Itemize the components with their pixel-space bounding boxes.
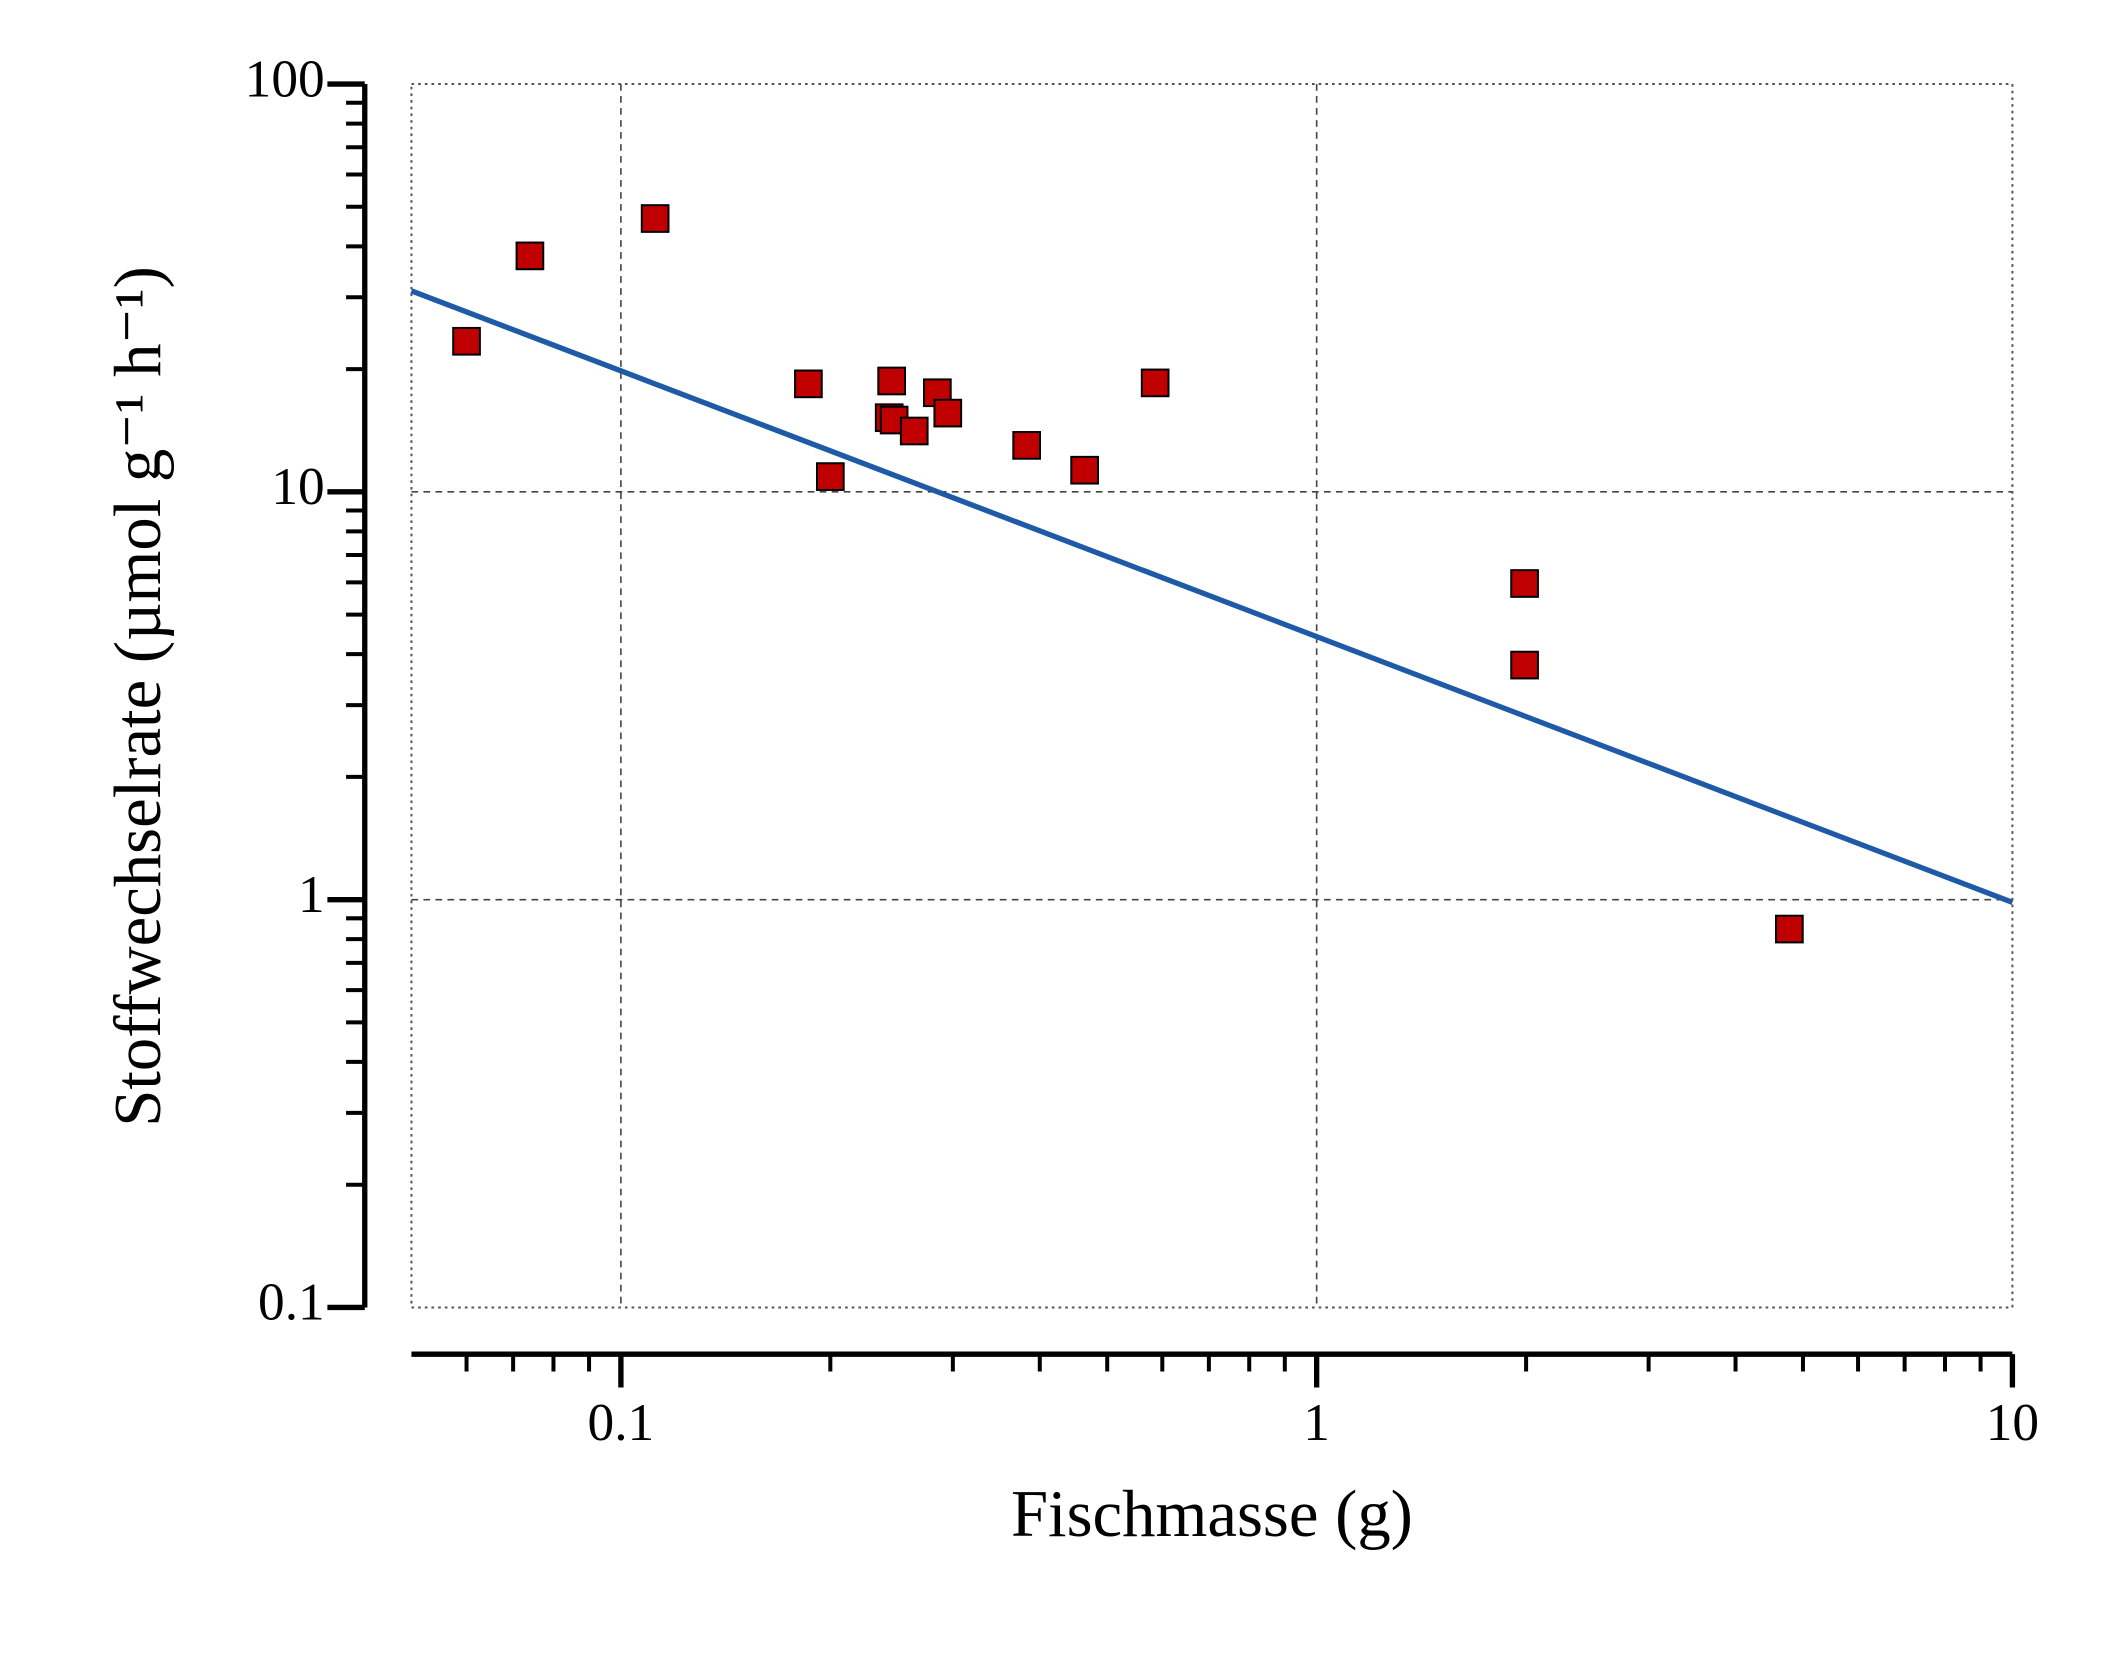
data-point (515, 241, 545, 271)
data-point (1510, 569, 1539, 598)
data-point (1775, 914, 1804, 944)
data-point (899, 416, 929, 446)
y-tick-label: 1 (298, 864, 325, 924)
y-tick-label: 0.1 (258, 1272, 325, 1332)
data-point (877, 366, 907, 396)
data-point (933, 398, 963, 428)
x-tick-label: 1 (1303, 1392, 1330, 1452)
x-tick-label: 0.1 (588, 1392, 655, 1452)
fit-line (410, 288, 2014, 905)
y-tick-label: 10 (271, 456, 324, 516)
data-point (640, 204, 670, 233)
data-point (452, 326, 481, 356)
data-point (1510, 650, 1539, 680)
data-point (1140, 368, 1170, 398)
data-point (815, 462, 845, 491)
x-tick-label: 10 (1986, 1392, 2039, 1452)
data-point (1070, 455, 1099, 485)
data-point (1012, 431, 1042, 460)
y-tick-label: 100 (245, 48, 325, 108)
y-axis-label: Stoffwechselrate (µmol g⁻¹ h⁻¹) (102, 266, 175, 1127)
x-axis-label: Fischmasse (g) (1011, 1478, 1413, 1551)
plot-frame (410, 83, 2014, 1309)
data-point (794, 369, 823, 399)
